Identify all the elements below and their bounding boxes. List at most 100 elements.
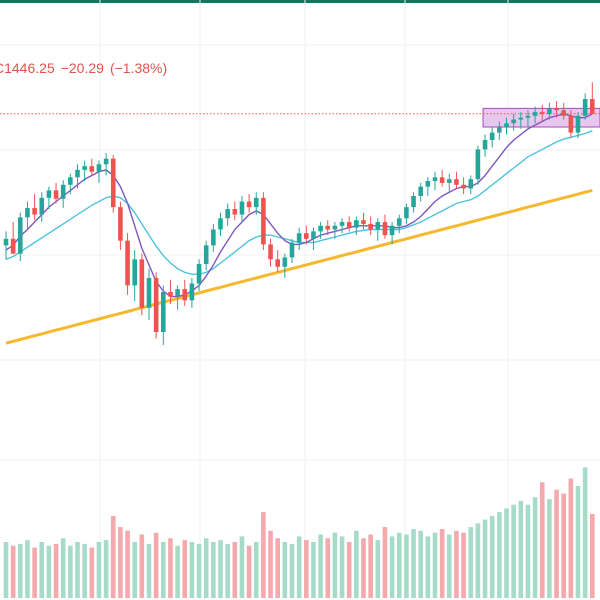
moving-average-fast (5, 113, 593, 298)
candle-body (46, 190, 52, 198)
volume-bar (539, 482, 545, 598)
candle-body (268, 244, 273, 260)
volume-bar (161, 542, 166, 598)
volume-bar (432, 532, 438, 598)
volume-bar (225, 543, 230, 598)
candle-body (511, 119, 516, 124)
candle-body (332, 225, 338, 230)
volume-bar (361, 538, 366, 598)
candle-body (354, 220, 359, 228)
candle-body (454, 179, 459, 185)
volume-bar (404, 534, 409, 598)
volume-bar (275, 538, 280, 598)
candle-body (3, 238, 9, 246)
volume-bar (497, 512, 502, 598)
candle-body (75, 169, 80, 178)
candle-body (561, 110, 566, 116)
volume-bar (296, 536, 302, 598)
volume-bar (253, 542, 259, 598)
volume-bar (246, 545, 252, 598)
candle-body (411, 195, 416, 208)
candle-body (132, 259, 137, 286)
moving-average-mid (5, 130, 593, 275)
candle-body (196, 263, 202, 284)
volume-bar (18, 543, 23, 598)
candle-body (318, 225, 323, 232)
volume-bar (590, 514, 595, 598)
volume-bar (447, 534, 452, 598)
candle-body (110, 158, 116, 208)
volume-bar (468, 527, 474, 598)
volume-bar (489, 515, 495, 598)
candle-body (296, 233, 302, 243)
candle-body (182, 289, 188, 301)
candle-body (346, 222, 352, 228)
volume-bar (482, 519, 488, 598)
candle-body (489, 132, 495, 141)
volume-bar (461, 532, 466, 598)
close-price: C1446.25 (0, 60, 55, 76)
volume-bar (82, 543, 87, 598)
volume-bar (175, 545, 180, 598)
volume-bar (132, 542, 137, 598)
candle-body (361, 220, 366, 224)
volume-bar (60, 538, 66, 598)
volume-bar (375, 540, 381, 598)
volume-bar (196, 543, 202, 598)
candle-body (468, 179, 474, 189)
volume-bar (325, 538, 331, 598)
volume-bar (232, 542, 238, 598)
candle-body (339, 222, 345, 226)
candle-body (275, 259, 280, 267)
candle-body (25, 208, 30, 218)
volume-bar (168, 538, 173, 598)
volume-bar (554, 489, 559, 598)
volume-bar (118, 527, 123, 598)
price-change-percent: (−1.38%) (109, 60, 168, 76)
candle-body (218, 218, 223, 230)
candle-body (60, 184, 66, 199)
candle-body (439, 177, 445, 183)
volume-bar (32, 547, 37, 598)
candle-body (575, 115, 581, 133)
candle-body (118, 207, 123, 241)
candle-body (153, 277, 159, 332)
candle-body (404, 207, 409, 219)
candle-body (554, 108, 559, 111)
volume-bar (96, 542, 102, 598)
candle-body (518, 117, 524, 120)
candle-body (139, 259, 145, 308)
candle-body (311, 231, 316, 239)
volume-bar (103, 540, 109, 598)
volume-bar (475, 523, 481, 598)
candle-body (432, 177, 438, 182)
volume-bar (439, 528, 445, 598)
candle-body (475, 149, 481, 180)
volume-bar (532, 497, 538, 598)
candle-body (168, 291, 173, 297)
volume-bar (239, 536, 245, 598)
volume-bar (332, 532, 338, 598)
candle-body (203, 245, 209, 264)
ohlc-readout: C1446.25 −20.29 (−1.38%) (0, 60, 173, 76)
candle-body (225, 209, 230, 219)
candle-body (189, 283, 195, 301)
candle-body (89, 166, 95, 172)
volume-bar (289, 543, 295, 598)
candle-body (382, 222, 388, 236)
candle-body (232, 209, 238, 215)
candle-body (504, 123, 509, 127)
volume-bar (189, 542, 195, 598)
volume-bar (68, 545, 73, 598)
candle-body (103, 158, 109, 165)
volume-bar (25, 540, 30, 598)
candle-body (96, 164, 102, 172)
volume-bar (318, 534, 323, 598)
candle-body (82, 166, 87, 170)
candle-body (175, 289, 180, 297)
candle-body (125, 240, 130, 286)
volume-bar (425, 536, 431, 598)
volume-bar (125, 530, 130, 598)
candle-body (497, 127, 502, 133)
